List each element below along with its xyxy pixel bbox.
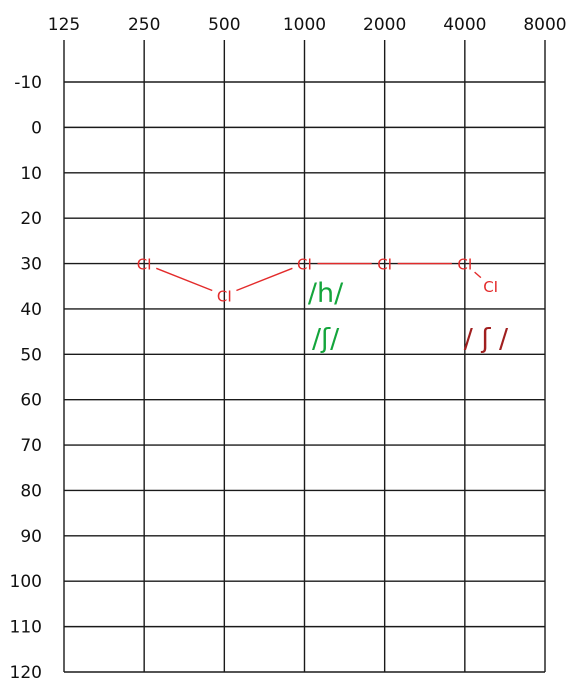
x-tick-label: 4000: [443, 15, 486, 35]
x-tick-label: 125: [48, 15, 80, 35]
y-tick-label: 10: [20, 164, 42, 184]
y-tick-label: 0: [31, 118, 42, 138]
y-tick-label: 50: [20, 345, 42, 365]
y-tick-label: 60: [20, 391, 42, 411]
x-tick-label: 2000: [363, 15, 406, 35]
x-tick-label: 8000: [523, 15, 566, 35]
y-tick-label: 70: [20, 436, 42, 456]
x-tick-labels: 125 250 500 1000 2000 4000 8000: [48, 15, 567, 35]
series-segment: [155, 267, 213, 292]
y-tick-labels: -10 0 10 20 30 40 50 60 70 80 90 100 110 120: [10, 73, 42, 683]
x-tick-label: 1000: [283, 15, 326, 35]
series-segment: [236, 267, 293, 292]
y-tick-label: 40: [20, 300, 42, 320]
data-point-marker: CI: [217, 287, 232, 305]
phoneme-annotation: /ʃ/: [312, 323, 340, 354]
y-tick-label: 20: [20, 209, 42, 229]
y-tick-label: 100: [10, 572, 42, 592]
data-point-marker: CI: [297, 256, 312, 274]
data-point-marker: CI: [137, 256, 152, 274]
phoneme-annotation: / ʃ /: [464, 323, 509, 354]
series-markers: CI CI CI CI CI CI: [137, 256, 498, 306]
annotations: /h/ /ʃ/ / ʃ /: [308, 278, 509, 354]
x-tick-label: 250: [128, 15, 160, 35]
data-point-marker: CI: [483, 278, 498, 296]
y-tick-label: -10: [14, 73, 42, 93]
y-tick-label: 110: [10, 618, 42, 638]
data-point-marker: CI: [457, 256, 472, 274]
phoneme-annotation: /h/: [308, 278, 344, 309]
y-tick-label: 80: [20, 481, 42, 501]
grid: [63, 40, 546, 673]
y-tick-label: 30: [20, 255, 42, 275]
data-point-marker: CI: [377, 256, 392, 274]
y-tick-label: 120: [10, 663, 42, 683]
series-lines: [155, 262, 482, 292]
x-tick-label: 500: [208, 15, 240, 35]
y-tick-label: 90: [20, 527, 42, 547]
series-segment: [474, 271, 482, 279]
